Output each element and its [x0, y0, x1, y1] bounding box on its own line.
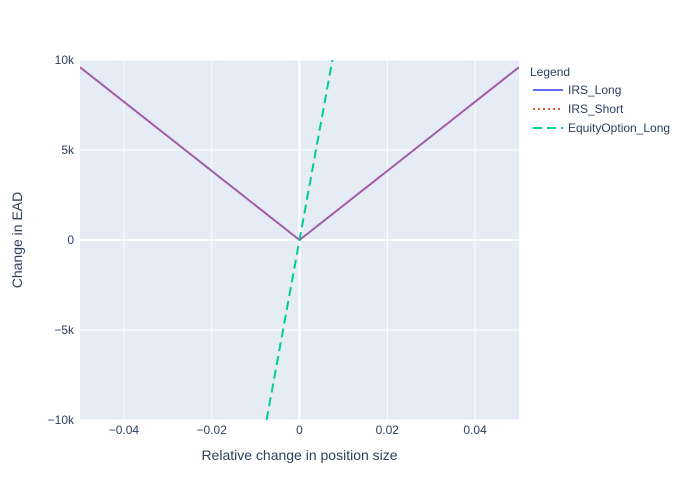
- y-tick-label: −5k: [54, 323, 75, 337]
- legend-title: Legend: [530, 65, 570, 79]
- legend-item-label: IRS_Long: [568, 83, 621, 97]
- x-tick-label: −0.02: [197, 423, 228, 437]
- y-axis-ticks: −10k −5k 0 5k 10k: [48, 53, 75, 427]
- series-line-equityoption-long: [265, 60, 334, 420]
- y-tick-label: 0: [67, 233, 74, 247]
- x-axis-ticks: −0.04 −0.02 0 0.02 0.04: [109, 423, 487, 437]
- y-axis-title: Change in EAD: [9, 192, 25, 289]
- y-tick-label: 10k: [55, 53, 75, 67]
- y-tick-label: −10k: [48, 413, 75, 427]
- legend[interactable]: Legend IRS_Long IRS_Short EquityOption_Lon…: [530, 65, 670, 135]
- y-tick-label: 5k: [61, 143, 75, 157]
- x-tick-label: 0.02: [376, 423, 400, 437]
- x-axis-title: Relative change in position size: [201, 447, 397, 463]
- x-tick-label: −0.04: [109, 423, 140, 437]
- series-lines[interactable]: [80, 60, 519, 420]
- legend-item-label: IRS_Short: [568, 102, 624, 116]
- x-tick-label: 0: [296, 423, 303, 437]
- legend-item-label: EquityOption_Long: [568, 121, 670, 135]
- x-tick-label: 0.04: [463, 423, 487, 437]
